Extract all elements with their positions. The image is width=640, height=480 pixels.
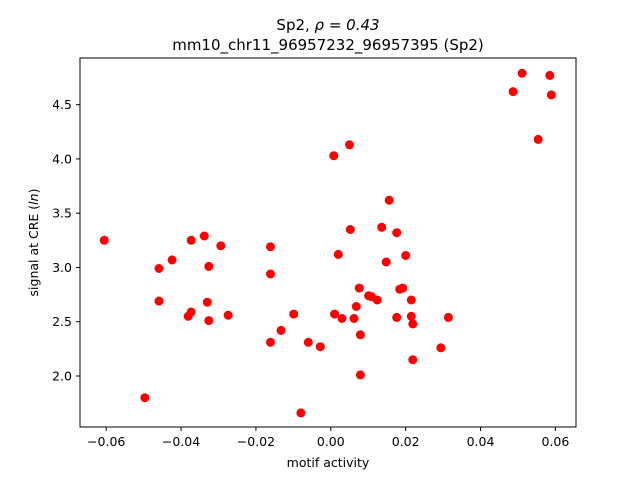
data-point-0 [99,235,109,245]
data-point-3 [154,296,164,306]
y-axis-label: signal at CRE (ln) [26,189,41,297]
data-point-52 [533,134,543,144]
data-point-8 [199,231,209,241]
data-point-30 [354,283,364,293]
x-tick-label: 0.02 [392,434,420,449]
data-point-38 [384,195,394,205]
data-point-2 [154,264,164,273]
data-point-18 [289,309,299,319]
x-tick-label: 0.06 [541,434,569,449]
data-point-37 [381,257,391,267]
data-point-11 [204,316,214,326]
data-point-25 [337,314,347,323]
y-axis-ticks: 2.0 2.5 3.0 3.5 4.0 4.5 [52,97,80,383]
data-point-28 [349,314,359,323]
chart-title: Sp2, ρ = 0.43 [276,16,379,34]
data-point-4 [167,255,177,265]
y-tick-label: 4.0 [52,151,72,166]
data-point-32 [355,370,365,380]
plot-area-frame [79,57,577,428]
data-point-47 [408,355,418,365]
x-tick-label: −0.06 [87,434,125,449]
data-point-36 [377,222,387,232]
x-axis-label: motif activity [287,455,370,470]
data-point-42 [398,283,408,293]
data-point-24 [333,249,343,259]
data-point-7 [186,307,196,317]
data-point-21 [315,342,325,352]
data-point-44 [406,295,416,305]
data-point-12 [216,241,226,251]
data-point-9 [202,297,212,307]
data-point-54 [546,90,556,100]
x-axis-ticks: −0.06 −0.04 −0.02 0.00 0.02 0.04 0.06 [87,427,569,449]
data-point-49 [443,312,453,322]
data-points [99,68,556,418]
data-point-29 [351,302,361,311]
x-tick-label: −0.02 [237,434,275,449]
data-point-48 [436,343,446,353]
data-point-13 [223,310,233,320]
data-point-50 [508,87,518,97]
data-point-40 [392,312,402,322]
data-point-51 [517,68,527,78]
data-point-22 [329,151,339,161]
data-point-35 [372,295,382,305]
data-point-53 [545,70,555,80]
y-tick-label: 3.0 [52,260,72,275]
y-tick-label: 3.5 [52,206,72,221]
data-point-6 [186,235,196,245]
chart-subtitle: mm10_chr11_96957232_96957395 (Sp2) [172,36,484,55]
y-tick-label: 4.5 [52,97,72,112]
data-point-19 [296,408,306,418]
x-tick-label: 0.04 [467,434,495,449]
data-point-26 [345,140,354,150]
data-point-43 [401,251,411,260]
data-point-45 [406,311,416,321]
data-point-20 [303,337,313,347]
data-point-23 [330,309,340,319]
data-point-15 [266,269,275,279]
data-point-1 [140,393,150,403]
x-tick-label: −0.04 [162,434,200,449]
data-point-16 [266,337,275,347]
y-tick-label: 2.5 [52,314,72,329]
data-point-10 [204,261,214,271]
data-point-46 [408,319,418,329]
x-tick-label: 0.00 [317,434,345,449]
data-point-17 [276,325,286,335]
data-point-27 [345,225,355,234]
data-point-14 [266,242,275,252]
data-point-39 [392,228,402,238]
data-point-31 [355,330,365,340]
y-tick-label: 2.0 [52,368,72,383]
